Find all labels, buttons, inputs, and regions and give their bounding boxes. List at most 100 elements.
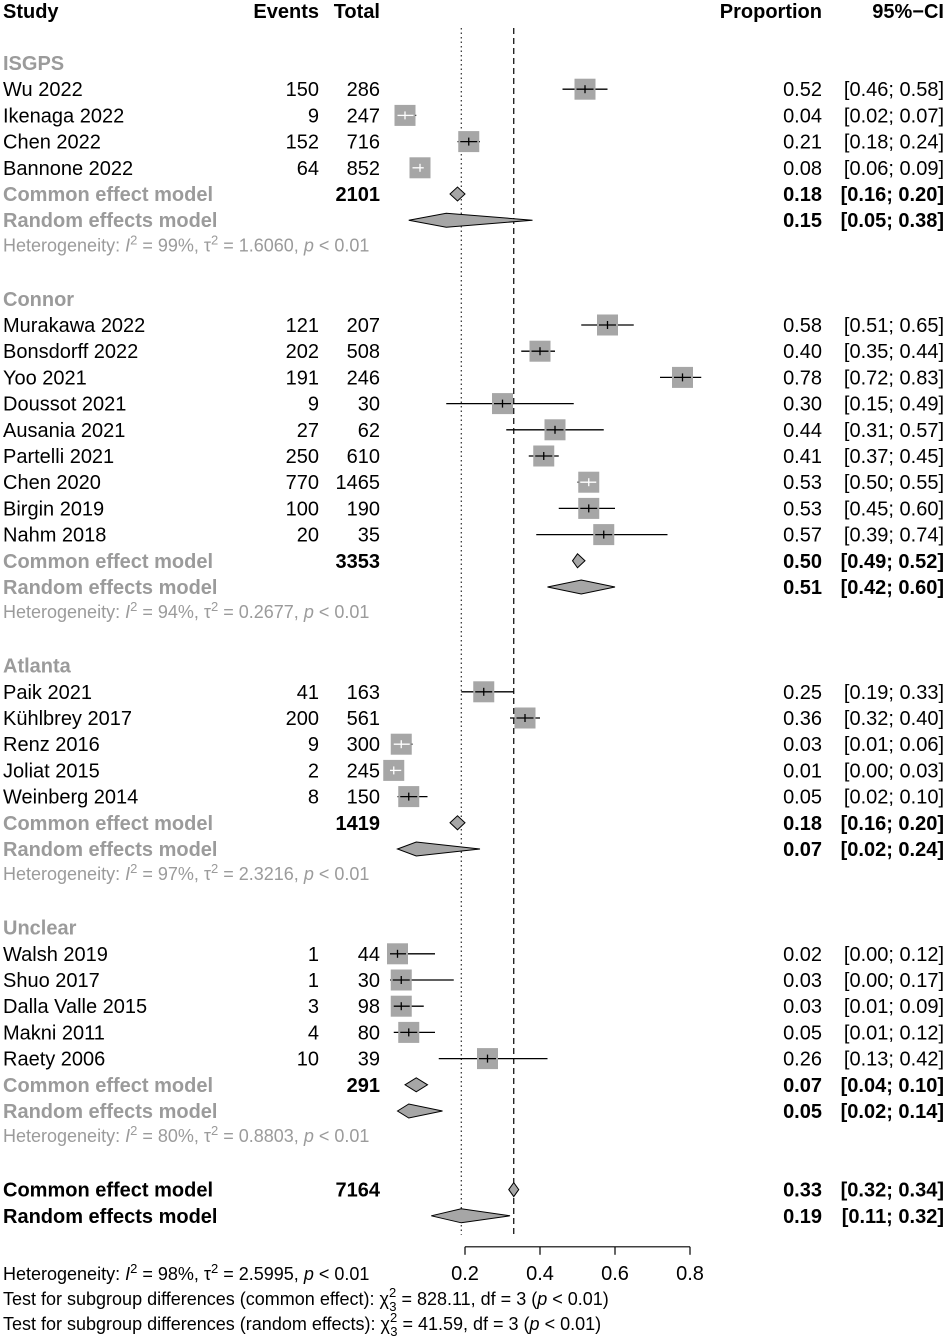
- proportion-value: 0.05: [783, 787, 822, 809]
- total-value: 2101: [336, 184, 381, 206]
- events-value: 100: [286, 498, 319, 520]
- x-axis-tick-label: 0.8: [676, 1263, 704, 1285]
- ci-value: [0.00; 0.12]: [844, 944, 944, 966]
- events-value: 150: [286, 79, 319, 101]
- total-value: 44: [358, 944, 380, 966]
- total-value: 39: [358, 1049, 380, 1071]
- proportion-value: 0.30: [783, 394, 822, 416]
- x-axis-tick-label: 0.6: [601, 1263, 629, 1285]
- total-value: 3353: [336, 551, 381, 573]
- footer-notes: Heterogeneity: I2 = 98%, τ2 = 2.5995, p …: [3, 1260, 609, 1339]
- study-name: Chen 2022: [3, 132, 101, 154]
- study-name: Bannone 2022: [3, 158, 133, 180]
- pooled-diamond: [547, 579, 616, 595]
- study-name: Raety 2006: [3, 1049, 105, 1071]
- proportion-value: 0.18: [783, 184, 822, 206]
- subgroup-name: ISGPS: [3, 53, 64, 75]
- study-name: Chen 2020: [3, 472, 101, 494]
- study-name: Renz 2016: [3, 734, 100, 756]
- total-value: 62: [358, 420, 380, 442]
- study-row: Ausania 2021 27 62 0.44 [0.31; 0.57]: [3, 419, 944, 442]
- common-effect-row: Common effect model 3353 0.50 [0.49; 0.52]: [3, 551, 944, 573]
- study-row: Weinberg 2014 8 150 0.05 [0.02; 0.10]: [3, 786, 944, 809]
- ci-value: [0.49; 0.52]: [841, 551, 944, 573]
- ci-value: [0.32; 0.40]: [844, 708, 944, 730]
- ci-value: [0.19; 0.33]: [844, 682, 944, 704]
- ci-value: [0.31; 0.57]: [844, 420, 944, 442]
- proportion-value: 0.07: [783, 839, 822, 861]
- pooled-diamond: [396, 1103, 443, 1119]
- proportion-value: 0.05: [783, 1101, 822, 1123]
- proportion-value: 0.05: [783, 1022, 822, 1044]
- proportion-value: 0.03: [783, 970, 822, 992]
- ci-value: [0.01; 0.12]: [844, 1022, 944, 1044]
- proportion-value: 0.58: [783, 315, 822, 337]
- model-label: Common effect model: [3, 184, 213, 206]
- model-label: Random effects model: [3, 210, 217, 232]
- total-value: 30: [358, 970, 380, 992]
- ci-value: [0.37; 0.45]: [844, 446, 944, 468]
- heterogeneity-text: Heterogeneity: I2 = 99%, τ2 = 1.6060, p …: [3, 232, 369, 256]
- events-value: 200: [286, 708, 319, 730]
- study-name: Ausania 2021: [3, 420, 125, 442]
- study-row: Doussot 2021 9 30 0.30 [0.15; 0.49]: [3, 393, 944, 416]
- study-row: Birgin 2019 100 190 0.53 [0.45; 0.60]: [3, 497, 944, 520]
- subgroup-isgps: ISGPS: [3, 53, 64, 75]
- model-label: Common effect model: [3, 551, 213, 573]
- ci-value: [0.13; 0.42]: [844, 1049, 944, 1071]
- events-value: 41: [297, 682, 319, 704]
- study-row: Paik 2021 41 163 0.25 [0.19; 0.33]: [3, 681, 944, 704]
- total-value: 35: [358, 525, 380, 547]
- total-value: 245: [347, 760, 380, 782]
- random-effects-row: Random effects model 0.15 [0.05; 0.38]: [3, 210, 944, 232]
- model-label: Common effect model: [3, 813, 213, 835]
- subgroup-test-random: Test for subgroup differences (random ef…: [3, 1310, 601, 1339]
- common-effect-row: Common effect model 2101 0.18 [0.16; 0.20]: [3, 184, 944, 206]
- ci-value: [0.18; 0.24]: [844, 132, 944, 154]
- ci-value: [0.72; 0.83]: [844, 367, 944, 389]
- total-value: 190: [347, 498, 380, 520]
- total-value: 207: [347, 315, 380, 337]
- x-axis-tick-label: 0.2: [451, 1263, 479, 1285]
- events-value: 3: [308, 996, 319, 1018]
- total-value: 7164: [336, 1180, 381, 1202]
- ci-value: [0.46; 0.58]: [844, 79, 944, 101]
- total-value: 150: [347, 787, 380, 809]
- total-value: 246: [347, 367, 380, 389]
- ci-value: [0.02; 0.07]: [844, 105, 944, 127]
- ci-value: [0.02; 0.10]: [844, 787, 944, 809]
- heterogeneity-text: Heterogeneity: I2 = 80%, τ2 = 0.8803, p …: [3, 1123, 369, 1147]
- events-value: 64: [297, 158, 319, 180]
- model-label: Common effect model: [3, 1180, 213, 1202]
- proportion-value: 0.02: [783, 944, 822, 966]
- heterogeneity-text: Heterogeneity: I2 = 98%, τ2 = 2.5995, p …: [3, 1260, 369, 1284]
- study-name: Paik 2021: [3, 682, 92, 704]
- header-ci: 95%−CI: [872, 1, 944, 23]
- proportion-value: 0.52: [783, 79, 822, 101]
- events-value: 121: [286, 315, 319, 337]
- column-headers: Study Events Total Proportion 95%−CI: [3, 1, 944, 23]
- total-value: 286: [347, 79, 380, 101]
- ci-value: [0.42; 0.60]: [841, 577, 944, 599]
- events-value: 191: [286, 367, 319, 389]
- events-value: 2: [308, 760, 319, 782]
- ci-value: [0.05; 0.38]: [841, 210, 944, 232]
- total-value: 247: [347, 105, 380, 127]
- header-proportion: Proportion: [720, 1, 822, 23]
- random-effects-row: Random effects model 0.05 [0.02; 0.14]: [3, 1101, 944, 1123]
- study-row: Bannone 2022 64 852 0.08 [0.06; 0.09]: [3, 157, 944, 180]
- events-value: 4: [308, 1022, 319, 1044]
- ci-value: [0.00; 0.03]: [844, 760, 944, 782]
- ci-value: [0.16; 0.20]: [841, 813, 944, 835]
- model-label: Random effects model: [3, 839, 217, 861]
- study-row: Ikenaga 2022 9 247 0.04 [0.02; 0.07]: [3, 104, 944, 127]
- study-row: Yoo 2021 191 246 0.78 [0.72; 0.83]: [3, 366, 944, 389]
- ci-value: [0.32; 0.34]: [841, 1180, 944, 1202]
- proportion-value: 0.15: [783, 210, 822, 232]
- study-row: Joliat 2015 2 245 0.01 [0.00; 0.03]: [3, 759, 944, 782]
- subgroup-name: Atlanta: [3, 656, 72, 678]
- proportion-value: 0.53: [783, 472, 822, 494]
- total-value: 1465: [336, 472, 381, 494]
- ci-value: [0.04; 0.10]: [841, 1075, 944, 1097]
